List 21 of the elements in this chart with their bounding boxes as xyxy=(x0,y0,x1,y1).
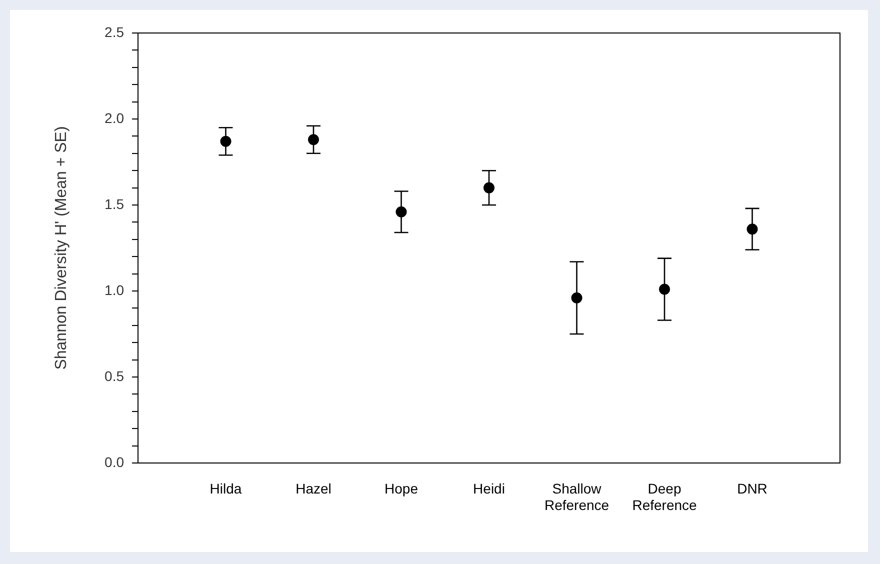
y-tick-label: 1.0 xyxy=(104,282,124,298)
point xyxy=(220,136,232,147)
y-axis-title: Shannon Diversity H' (Mean + SE) xyxy=(53,126,70,370)
point xyxy=(484,182,494,194)
x-tick-label: Hope xyxy=(384,480,418,496)
y-tick-label: 0.0 xyxy=(104,454,124,470)
x-tick-label: Deep Reference xyxy=(632,480,698,514)
point xyxy=(308,134,319,146)
point xyxy=(746,224,758,235)
x-tick-label: Shallow Reference xyxy=(544,480,610,514)
y-tick-label: 0.5 xyxy=(104,368,124,384)
point xyxy=(396,206,407,218)
x-tick-label: Heidi xyxy=(473,480,505,496)
point xyxy=(659,284,670,295)
x-tick-label: Hazel xyxy=(296,480,332,496)
y-tick-label: 2.5 xyxy=(104,24,124,40)
x-tick-label: DNR xyxy=(737,480,768,496)
y-tick-label: 1.5 xyxy=(104,196,124,212)
point xyxy=(571,292,582,304)
x-tick-label: Hilda xyxy=(210,480,242,496)
y-tick-label: 2.0 xyxy=(104,110,124,126)
